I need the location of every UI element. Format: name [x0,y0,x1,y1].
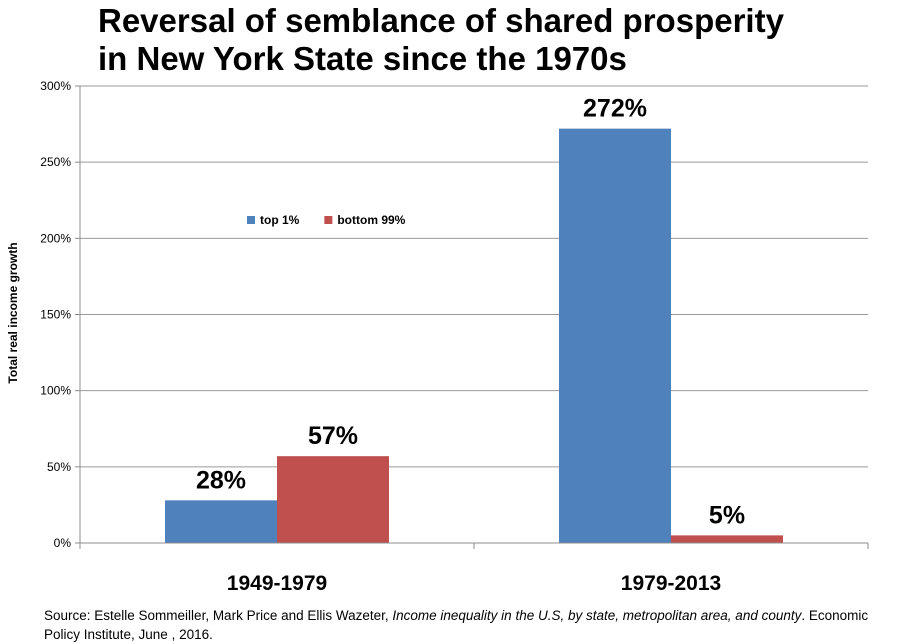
data-label: 5% [709,501,745,529]
y-tick-label: 250% [40,155,71,169]
x-tick-label: 1979-2013 [621,572,721,595]
y-axis-ticks: 0% 50% 100% 150% 200% 250% 300% [40,79,80,550]
legend-swatch [324,216,333,224]
y-tick-label: 0% [54,536,72,550]
legend-label: top 1% [260,213,300,227]
gridlines [80,85,868,468]
data-label: 28% [196,466,246,494]
chart-title-line-1: Reversal of semblance of shared prosperi… [98,2,784,39]
chart-title: Reversal of semblance of shared prosperi… [98,2,898,78]
data-label: 272% [583,95,647,123]
y-tick-label: 200% [40,231,71,245]
x-axis-labels: 1949-1979 1979-2013 [227,572,721,595]
bar-chart: 0% 50% 100% 150% 200% 250% 300% 28% 57% 272% 5% 1… [6,79,869,595]
source-note: Source: Estelle Sommeiller, Mark Price a… [44,606,894,644]
y-tick-label: 100% [40,384,71,398]
legend-swatch [247,216,255,224]
bar [559,128,671,544]
bars: 28% 57% 272% 5% [165,95,783,544]
bar [671,535,783,543]
data-label: 57% [308,422,358,450]
x-tick-label: 1949-1979 [227,572,327,595]
bar [165,500,277,543]
bar [277,456,389,543]
chart-title-line-2: in New York State since the 1970s [98,40,627,77]
legend-label: bottom 99% [337,213,405,227]
source-prefix: Source: Estelle Sommeiller, Mark Price a… [44,608,393,623]
source-suffix: . Economic Policy Institute, June , 2016… [44,608,869,642]
axes [79,86,869,549]
y-tick-label: 150% [40,308,71,322]
legend: top 1% bottom 99% [247,213,406,227]
y-axis-label: Total real income growth [6,242,20,383]
y-tick-label: 50% [47,460,71,474]
source-publication-title: Income inequality in the U.S, by state, … [392,608,802,623]
y-tick-label: 300% [40,79,71,93]
